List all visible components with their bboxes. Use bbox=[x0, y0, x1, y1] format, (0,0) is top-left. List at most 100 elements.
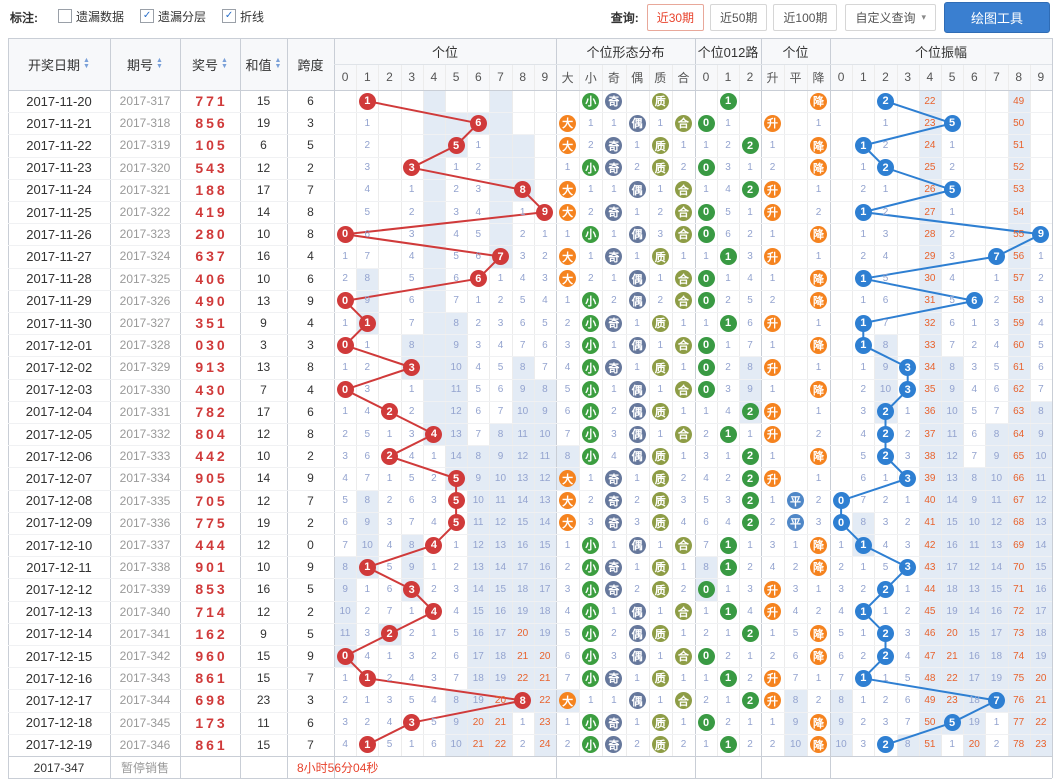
sort-arrows[interactable]: ▲ ▼ bbox=[83, 57, 90, 70]
miss-count: 2 bbox=[815, 606, 822, 618]
number-cell: 804 bbox=[195, 426, 228, 443]
trend-ball: 升 bbox=[764, 403, 781, 421]
checkbox-unchecked-icon[interactable] bbox=[58, 9, 72, 23]
grid-line bbox=[717, 64, 718, 756]
miss-count: 10 bbox=[946, 406, 958, 418]
trend-ball: 升 bbox=[764, 248, 781, 265]
miss-count: 6 bbox=[475, 406, 482, 418]
range-button[interactable]: 近100期 bbox=[773, 3, 838, 31]
miss-count: 10 bbox=[539, 428, 551, 440]
miss-count: 7 bbox=[475, 428, 482, 440]
checkbox-item[interactable]: ✓ 遗漏分层 bbox=[140, 8, 206, 25]
sort-asc-icon: ▲ bbox=[274, 57, 282, 64]
number-cell: 705 bbox=[195, 492, 228, 509]
sort-arrows[interactable]: ▲ ▼ bbox=[221, 57, 228, 70]
miss-count: 5 bbox=[882, 273, 889, 285]
miss-count: 1 bbox=[703, 739, 709, 751]
road-ball: 0 bbox=[697, 225, 715, 243]
subheader-amplitude-1: 1 bbox=[859, 70, 867, 84]
miss-count: 4 bbox=[408, 450, 415, 462]
miss-count: 3 bbox=[564, 339, 571, 351]
miss-count: 51 bbox=[1013, 139, 1025, 151]
miss-count: 1 bbox=[680, 361, 687, 373]
miss-count: 6 bbox=[475, 250, 482, 262]
pattern-ball: 偶 bbox=[628, 603, 646, 621]
miss-count: 13 bbox=[494, 539, 507, 551]
column-header-date[interactable]: 开奖日期 ▲ ▼ bbox=[8, 38, 110, 90]
period-cell: 2017-317 bbox=[119, 94, 171, 109]
miss-count: 13 bbox=[450, 428, 462, 440]
pattern-ball: 质 bbox=[651, 137, 669, 154]
sort-arrows[interactable]: ▲ ▼ bbox=[156, 57, 163, 70]
miss-count: 9 bbox=[747, 384, 753, 396]
miss-count: 21 bbox=[472, 739, 484, 751]
miss-count: 17 bbox=[517, 561, 529, 573]
miss-count: 1 bbox=[993, 273, 1000, 285]
miss-count: 1 bbox=[971, 317, 978, 329]
units-digit-ball: 1 bbox=[358, 314, 376, 332]
miss-count: 14 bbox=[1035, 539, 1047, 551]
period-cell: 2017-332 bbox=[119, 427, 171, 442]
miss-count: 4 bbox=[747, 273, 753, 285]
sort-arrows[interactable]: ▲ ▼ bbox=[274, 57, 282, 70]
custom-query-dropdown[interactable]: 自定义查询 ▾ bbox=[845, 3, 936, 31]
miss-count: 1 bbox=[815, 250, 822, 262]
trend-ball: 降 bbox=[810, 447, 827, 465]
draw-tool-button[interactable]: 绘图工具 bbox=[943, 1, 1050, 33]
checkbox-checked-icon[interactable]: ✓ bbox=[140, 9, 155, 23]
miss-count: 4 bbox=[342, 472, 348, 484]
miss-count: 3 bbox=[386, 694, 393, 706]
miss-count: 18 bbox=[1035, 628, 1047, 640]
miss-count: 7 bbox=[364, 250, 371, 262]
miss-count: 1 bbox=[657, 339, 664, 351]
column-header-label: 期号 bbox=[127, 57, 154, 73]
miss-count: 5 bbox=[882, 561, 889, 573]
trend-ball: 升 bbox=[764, 314, 781, 332]
miss-count: 19 bbox=[494, 672, 507, 684]
range-button-active[interactable]: 近30期 bbox=[646, 3, 705, 31]
checkbox-item[interactable]: ✓ 折线 bbox=[222, 8, 264, 25]
number-cell: 901 bbox=[195, 559, 228, 576]
miss-count: 4 bbox=[680, 517, 687, 529]
subheader-updown-降: 降 bbox=[812, 70, 825, 85]
column-header-number[interactable]: 奖号 ▲ ▼ bbox=[180, 38, 240, 90]
column-header-sum[interactable]: 和值 ▲ ▼ bbox=[240, 38, 287, 90]
pattern-ball: 偶 bbox=[628, 403, 646, 421]
miss-count: 3 bbox=[342, 450, 348, 462]
miss-count: 2 bbox=[475, 317, 482, 329]
pattern-ball: 小 bbox=[582, 314, 600, 332]
miss-count: 1 bbox=[657, 428, 664, 440]
miss-count: 6 bbox=[792, 650, 799, 662]
units-digit-ball: 1 bbox=[358, 92, 376, 110]
miss-count: 17 bbox=[494, 628, 507, 640]
number-cell: 105 bbox=[195, 137, 228, 154]
miss-count: 18 bbox=[494, 650, 507, 662]
amplitude-ball: 1 bbox=[854, 603, 872, 621]
miss-count: 1 bbox=[860, 162, 867, 174]
units-digit-ball: 5 bbox=[447, 470, 465, 487]
miss-count: 1 bbox=[815, 672, 822, 684]
grid-line bbox=[579, 64, 581, 756]
miss-count: 13 bbox=[990, 539, 1003, 551]
period-cell: 2017-345 bbox=[119, 715, 171, 730]
miss-count: 11 bbox=[517, 428, 528, 440]
subheader-units-6: 6 bbox=[474, 70, 482, 84]
range-button[interactable]: 近50期 bbox=[710, 3, 768, 31]
miss-count: 61 bbox=[1013, 361, 1025, 373]
road-ball: 0 bbox=[697, 114, 715, 132]
pattern-ball: 奇 bbox=[605, 669, 623, 687]
checkbox-checked-icon[interactable]: ✓ bbox=[222, 9, 237, 23]
checkbox-item[interactable]: 遗漏数据 bbox=[58, 8, 124, 25]
miss-count: 14 bbox=[539, 517, 551, 529]
sale-status: 暂停销售 bbox=[120, 761, 169, 775]
miss-count: 1 bbox=[815, 406, 822, 418]
date-cell: 2017-12-02 bbox=[25, 359, 93, 375]
units-digit-ball: 1 bbox=[358, 558, 376, 576]
miss-count: 10 bbox=[968, 517, 980, 529]
miss-count: 3 bbox=[475, 339, 482, 351]
column-header-period[interactable]: 期号 ▲ ▼ bbox=[110, 38, 180, 90]
date-cell: 2017-12-16 bbox=[25, 670, 93, 686]
miss-count: 51 bbox=[924, 739, 936, 751]
miss-count: 4 bbox=[475, 361, 482, 373]
